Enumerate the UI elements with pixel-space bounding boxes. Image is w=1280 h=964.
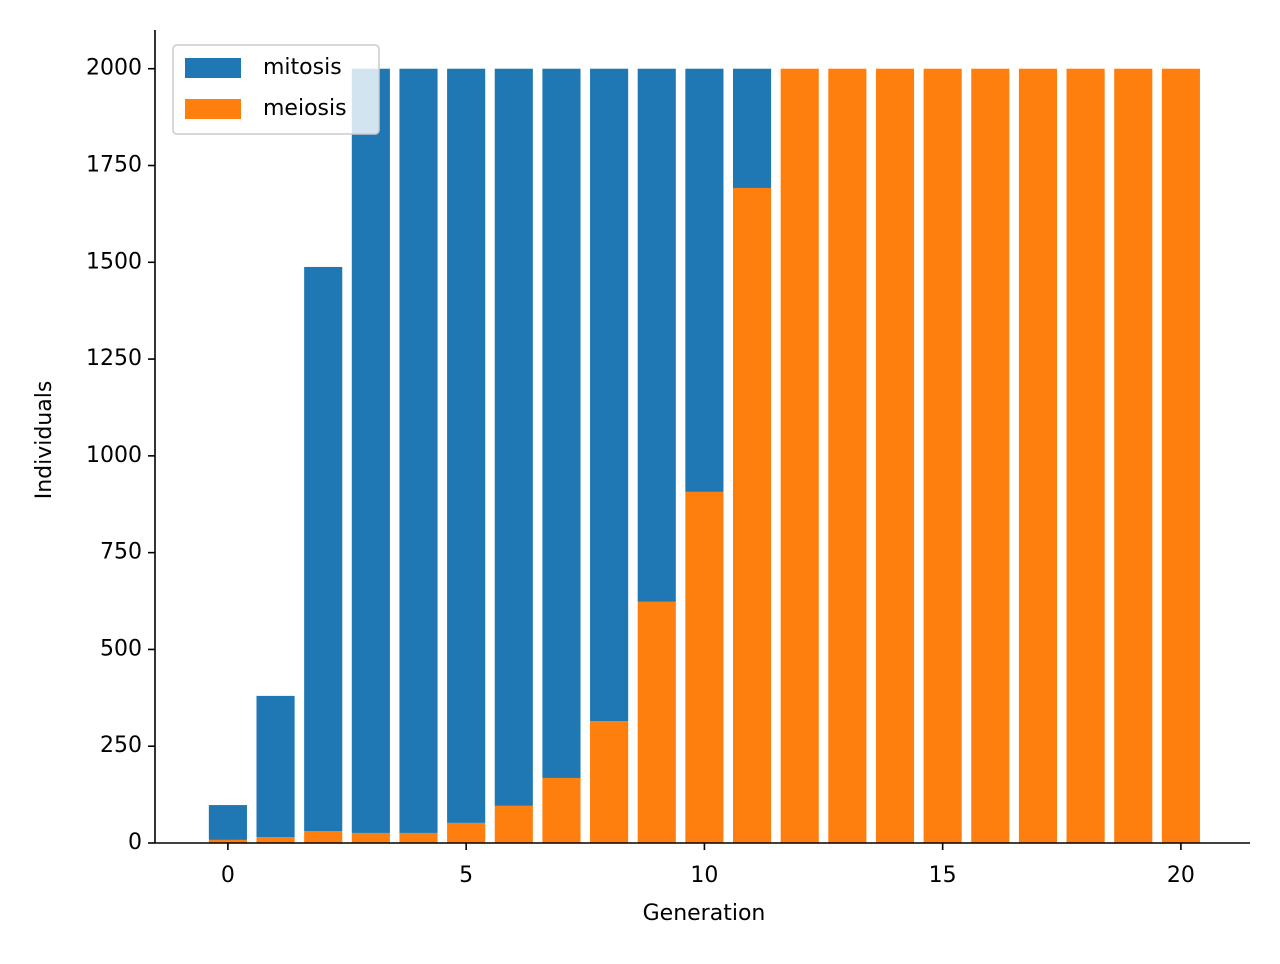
x-tick-label: 15 bbox=[929, 863, 957, 888]
x-axis-label: Generation bbox=[643, 901, 766, 926]
x-tick-label: 20 bbox=[1167, 863, 1195, 888]
bar bbox=[923, 68, 962, 843]
bar bbox=[875, 68, 915, 843]
bar bbox=[1161, 68, 1200, 843]
bar bbox=[685, 491, 724, 843]
x-tick-label: 10 bbox=[690, 863, 718, 888]
bar bbox=[542, 68, 581, 778]
legend-swatch bbox=[185, 58, 241, 78]
bar bbox=[399, 832, 438, 843]
bar bbox=[1066, 68, 1105, 843]
bar bbox=[1018, 68, 1058, 843]
x-tick-label: 0 bbox=[221, 863, 235, 888]
bar bbox=[304, 830, 343, 843]
y-tick-label: 2000 bbox=[86, 56, 142, 81]
bar bbox=[494, 805, 533, 843]
bar bbox=[590, 68, 629, 722]
bar bbox=[828, 68, 867, 843]
bar bbox=[256, 695, 295, 838]
bar bbox=[351, 832, 390, 843]
bar bbox=[494, 68, 533, 806]
bar bbox=[732, 187, 772, 843]
bar bbox=[542, 777, 581, 843]
y-tick-label: 1000 bbox=[86, 443, 142, 468]
x-tick-label: 5 bbox=[459, 863, 473, 888]
y-tick-label: 1750 bbox=[86, 153, 142, 178]
bar bbox=[685, 68, 724, 492]
bar bbox=[208, 805, 247, 840]
bar bbox=[637, 601, 676, 843]
legend-label: mitosis bbox=[263, 55, 342, 80]
legend-label: meiosis bbox=[263, 96, 347, 121]
bar bbox=[447, 68, 486, 823]
bar bbox=[971, 68, 1010, 843]
bar bbox=[590, 721, 629, 843]
legend-swatch bbox=[185, 99, 241, 119]
bar bbox=[637, 68, 676, 602]
y-tick-label: 750 bbox=[100, 540, 142, 565]
y-tick-label: 0 bbox=[128, 830, 142, 855]
bar bbox=[256, 837, 295, 843]
bar bbox=[304, 266, 343, 831]
bar bbox=[208, 839, 247, 843]
y-tick-label: 500 bbox=[100, 636, 142, 661]
bar bbox=[399, 68, 438, 833]
bar bbox=[447, 822, 486, 843]
y-tick-label: 1250 bbox=[86, 346, 142, 371]
bar bbox=[1114, 68, 1153, 843]
y-tick-label: 250 bbox=[100, 733, 142, 758]
bar bbox=[780, 68, 819, 843]
y-tick-label: 1500 bbox=[86, 249, 142, 274]
bar bbox=[351, 68, 390, 833]
y-axis-label: Individuals bbox=[32, 381, 57, 500]
bar bbox=[732, 68, 772, 188]
